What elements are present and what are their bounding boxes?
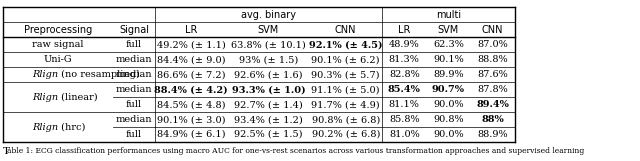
Text: 90.8%: 90.8% [433, 115, 464, 124]
Text: Rlign: Rlign [32, 93, 58, 102]
Text: 84.5% (± 4.8): 84.5% (± 4.8) [157, 100, 225, 109]
Text: 90.3% (± 5.7): 90.3% (± 5.7) [312, 70, 380, 79]
Text: Signal: Signal [119, 25, 149, 35]
Text: Uni-G: Uni-G [44, 55, 72, 64]
Text: 90.8% (± 6.8): 90.8% (± 6.8) [312, 115, 380, 124]
Text: 84.9% (± 6.1): 84.9% (± 6.1) [157, 130, 225, 139]
Text: 87.8%: 87.8% [477, 85, 508, 94]
Text: 88.4% (± 4.2): 88.4% (± 4.2) [154, 85, 228, 94]
Text: avg. binary: avg. binary [241, 10, 296, 20]
Text: 84.4% (± 9.0): 84.4% (± 9.0) [157, 55, 225, 64]
Text: 90.7%: 90.7% [432, 85, 465, 94]
Text: SVM: SVM [438, 25, 459, 35]
Text: 90.2% (± 6.8): 90.2% (± 6.8) [312, 130, 380, 139]
Text: full: full [126, 100, 142, 109]
Text: 88.8%: 88.8% [477, 55, 508, 64]
Text: 89.4%: 89.4% [476, 100, 509, 109]
Text: CNN: CNN [482, 25, 504, 35]
Text: 90.1% (± 6.2): 90.1% (± 6.2) [312, 55, 380, 64]
Text: Rlign: Rlign [32, 123, 58, 132]
Text: 85.4%: 85.4% [388, 85, 420, 94]
Text: 92.1% (± 4.5): 92.1% (± 4.5) [309, 40, 383, 49]
Text: (no resampling): (no resampling) [58, 70, 140, 79]
Text: Preprocessing: Preprocessing [24, 25, 92, 35]
Text: 90.1%: 90.1% [433, 55, 464, 64]
Text: median: median [116, 55, 152, 64]
Text: 63.8% (± 10.1): 63.8% (± 10.1) [231, 40, 306, 49]
Text: 93% (± 1.5): 93% (± 1.5) [239, 55, 298, 64]
Text: median: median [116, 85, 152, 94]
Text: Rlign: Rlign [32, 70, 58, 79]
Text: 92.7% (± 1.4): 92.7% (± 1.4) [234, 100, 303, 109]
Text: 49.2% (± 1.1): 49.2% (± 1.1) [157, 40, 225, 49]
Text: 92.6% (± 1.6): 92.6% (± 1.6) [234, 70, 303, 79]
Text: T: T [3, 147, 10, 156]
Text: 93.4% (± 1.2): 93.4% (± 1.2) [234, 115, 303, 124]
Text: 81.1%: 81.1% [389, 100, 420, 109]
Text: raw signal: raw signal [32, 40, 84, 49]
Text: multi: multi [436, 10, 461, 20]
Text: full: full [126, 130, 142, 139]
Text: SVM: SVM [258, 25, 279, 35]
Text: full: full [126, 40, 142, 49]
Text: 62.3%: 62.3% [433, 40, 464, 49]
Text: 87.6%: 87.6% [477, 70, 508, 79]
Text: LR: LR [185, 25, 197, 35]
Text: (hrc): (hrc) [58, 123, 85, 132]
Text: 90.0%: 90.0% [433, 100, 464, 109]
Text: able 1: ECG classification performances using macro AUC for one-vs-rest scenario: able 1: ECG classification performances … [7, 147, 584, 155]
Text: 93.3% (± 1.0): 93.3% (± 1.0) [232, 85, 305, 94]
Text: 81.0%: 81.0% [389, 130, 420, 139]
Text: median: median [116, 115, 152, 124]
Text: 92.5% (± 1.5): 92.5% (± 1.5) [234, 130, 303, 139]
Text: (linear): (linear) [58, 93, 98, 102]
Text: 88%: 88% [481, 115, 504, 124]
Text: 82.8%: 82.8% [389, 70, 420, 79]
Text: median: median [116, 70, 152, 79]
Text: 91.1% (± 5.0): 91.1% (± 5.0) [312, 85, 380, 94]
Text: 88.9%: 88.9% [477, 130, 508, 139]
Text: 85.8%: 85.8% [389, 115, 420, 124]
Text: LR: LR [398, 25, 410, 35]
Text: 86.6% (± 7.2): 86.6% (± 7.2) [157, 70, 225, 79]
Text: CNN: CNN [335, 25, 356, 35]
Text: 90.0%: 90.0% [433, 130, 464, 139]
Text: 90.1% (± 3.0): 90.1% (± 3.0) [157, 115, 225, 124]
Text: 89.9%: 89.9% [433, 70, 464, 79]
Text: 87.0%: 87.0% [477, 40, 508, 49]
Text: 48.9%: 48.9% [389, 40, 420, 49]
Text: 91.7% (± 4.9): 91.7% (± 4.9) [312, 100, 380, 109]
Text: 81.3%: 81.3% [389, 55, 420, 64]
